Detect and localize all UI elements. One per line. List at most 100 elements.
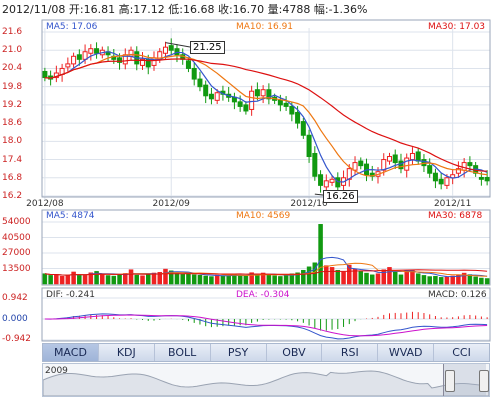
- macd-y-tick: -0.942: [2, 334, 32, 344]
- volume-bar: [404, 270, 409, 285]
- candle-body: [243, 104, 249, 112]
- volume-bar: [94, 271, 99, 285]
- volume-bar: [111, 275, 117, 285]
- overview-right-handle[interactable]: [479, 370, 489, 392]
- candle-body: [128, 49, 134, 57]
- main-y-tick: 21.6: [2, 27, 23, 37]
- candle-body: [306, 134, 312, 158]
- volume-bar: [174, 273, 180, 285]
- volume-bar: [157, 272, 163, 285]
- volume-bar: [260, 272, 266, 285]
- quote-header: 2012/11/08 开:16.81 高:17.12 低:16.68 收:16.…: [2, 3, 368, 16]
- candle-body: [289, 105, 295, 115]
- vol-ma5-label: MA5: 4874: [46, 211, 95, 221]
- tab-rsi[interactable]: RSI: [322, 344, 379, 361]
- main-x-tick: 2012/10: [290, 199, 328, 209]
- candle-body: [76, 54, 82, 60]
- volume-bar: [381, 269, 387, 285]
- main-y-tick: 18.6: [2, 118, 23, 129]
- overview-left-handle[interactable]: [445, 370, 455, 392]
- volume-bar: [301, 269, 306, 285]
- macd-y-tick: 0.942: [2, 293, 28, 303]
- tab-cci[interactable]: CCI: [452, 346, 471, 359]
- candle-body: [323, 180, 329, 188]
- volume-bar: [415, 273, 421, 285]
- main-ma30-label: MA30: 17.03: [428, 22, 486, 32]
- volume-bar: [272, 275, 277, 285]
- candle-body: [386, 156, 392, 162]
- macd-value-label: MACD: 0.126: [428, 290, 487, 300]
- candle-body: [197, 78, 203, 88]
- candle-body: [191, 67, 197, 80]
- volume-bar: [364, 272, 369, 285]
- volume-bar: [128, 269, 134, 285]
- main-y-tick: 19.8: [2, 81, 23, 92]
- tab-wvad[interactable]: WVAD: [378, 344, 435, 361]
- tab-kdj[interactable]: KDJ: [99, 344, 155, 361]
- tab-obv[interactable]: OBV: [267, 344, 323, 361]
- volume-bar: [134, 274, 140, 285]
- volume-bar: [77, 274, 82, 285]
- candle-body: [162, 46, 168, 54]
- volume-bar: [88, 272, 94, 285]
- volume-bar: [71, 271, 76, 285]
- candle-body: [185, 60, 191, 69]
- main-y-tick: 18.0: [2, 136, 23, 147]
- dea-line: [44, 314, 488, 337]
- main-y-tick: 16.2: [2, 191, 23, 201]
- volume-y-tick: 27000: [2, 248, 31, 258]
- volume-bar: [140, 275, 145, 285]
- volume-bar: [392, 271, 398, 285]
- overview-navigator[interactable]: 2009: [42, 363, 490, 397]
- min-price-callout: 16.26: [323, 190, 358, 203]
- volume-bar: [283, 275, 289, 285]
- volume-bar: [255, 274, 260, 285]
- overview-sparkline: [43, 370, 489, 396]
- volume-bar: [249, 272, 254, 285]
- volume-bar: [220, 275, 226, 285]
- candle-body: [94, 48, 100, 54]
- main-x-tick: 2012/11: [433, 199, 472, 209]
- volume-bar: [117, 273, 122, 285]
- candle-body: [329, 178, 335, 183]
- candle-body: [415, 151, 421, 162]
- volume-bar: [278, 276, 283, 285]
- volume-y-tick: 40500: [2, 232, 31, 243]
- tab-boll[interactable]: BOLL: [155, 344, 211, 361]
- tab-psy[interactable]: PSY: [211, 344, 267, 361]
- ma5-line: [44, 51, 488, 183]
- candle-body: [249, 90, 255, 110]
- candle-body: [438, 178, 444, 185]
- volume-y-tick: 13500: [2, 263, 31, 274]
- candle-body: [254, 89, 260, 97]
- volume-bar: [341, 271, 346, 285]
- main-y-tick: 16.8: [2, 172, 23, 183]
- volume-bar: [163, 268, 168, 285]
- candle-body: [300, 121, 306, 136]
- volume-bar: [433, 275, 438, 285]
- volume-bar: [375, 273, 381, 285]
- candle-body: [318, 174, 324, 186]
- candle-body: [427, 165, 433, 174]
- candle-body: [352, 162, 358, 171]
- candle-body: [432, 172, 438, 182]
- candle-body: [409, 152, 415, 161]
- candle-body: [88, 48, 94, 54]
- volume-bar: [100, 273, 105, 285]
- volume-bar: [203, 275, 208, 285]
- main-y-tick: 17.4: [2, 154, 23, 165]
- candle-body: [82, 51, 88, 60]
- candles: [42, 38, 490, 194]
- tab-macd[interactable]: MACD: [43, 344, 99, 361]
- volume-bar: [450, 275, 455, 285]
- candle-body: [203, 84, 209, 97]
- candle-body: [444, 177, 450, 186]
- volume-bar: [329, 267, 335, 285]
- ma30-line: [44, 58, 488, 172]
- main-ma5-label: MA5: 17.06: [46, 22, 98, 32]
- candle-body: [455, 168, 461, 174]
- volume-bar: [335, 269, 341, 285]
- candle-body: [392, 154, 398, 164]
- candle-body: [168, 45, 174, 51]
- candle-body: [140, 58, 146, 66]
